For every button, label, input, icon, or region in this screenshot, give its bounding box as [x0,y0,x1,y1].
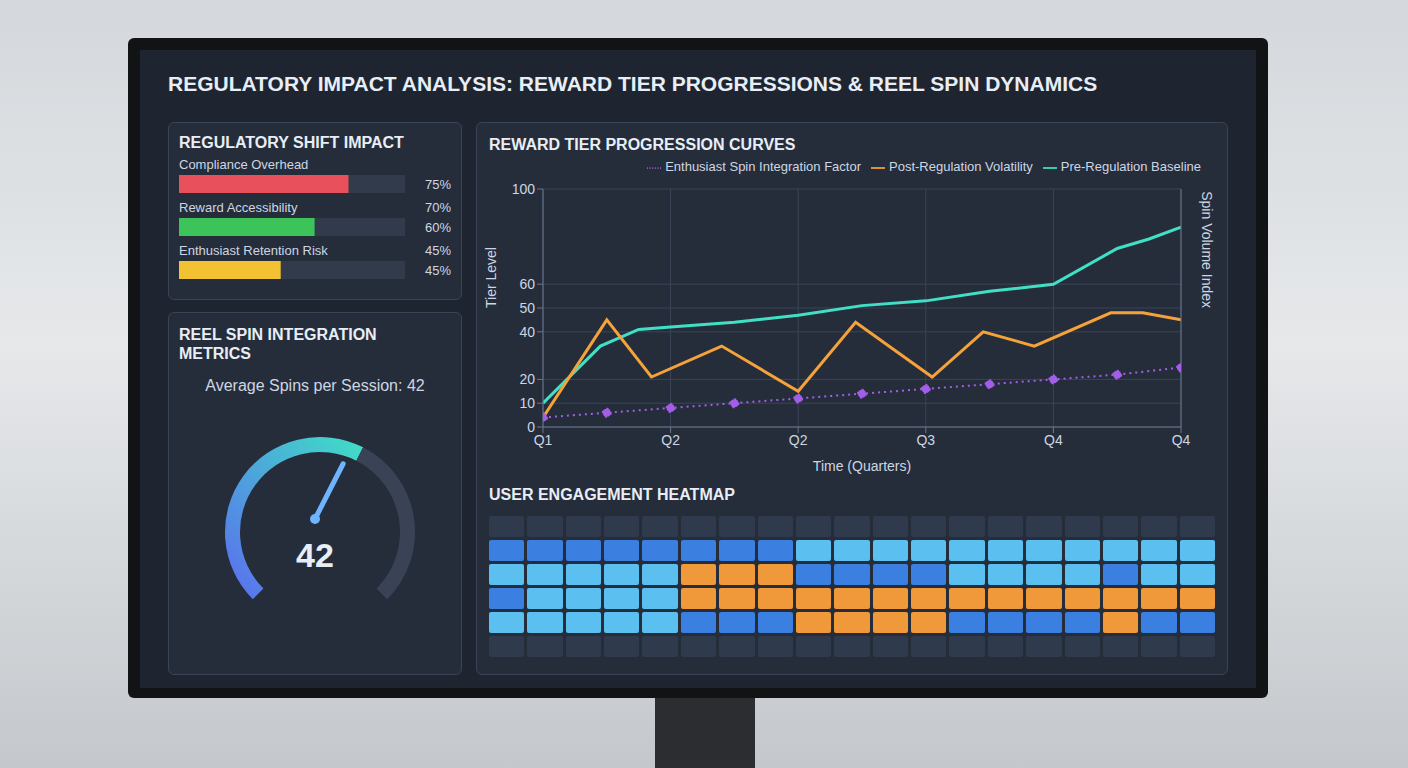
svg-text:Spin Volume Index: Spin Volume Index [1199,191,1215,308]
svg-text:100: 100 [512,181,536,197]
svg-text:Q2: Q2 [789,432,808,448]
html-text:60%: 60% [425,219,451,235]
svg-text:Q1: Q1 [534,432,553,448]
html-text:Post-Regulation Volatility: Post-Regulation Volatility [889,159,1033,174]
svg-text:50: 50 [519,300,535,316]
html-text:REGULATORY IMPACT ANALYSIS: RE: REGULATORY IMPACT ANALYSIS: REWARD TIER … [168,72,1098,95]
svg-text:Q2: Q2 [661,432,680,448]
svg-text:60: 60 [519,276,535,292]
svg-text:Tier Level: Tier Level [483,247,499,308]
html-text:Compliance Overhead: Compliance Overhead [179,157,309,172]
html-text:USER ENGAGEMENT HEATMAP: USER ENGAGEMENT HEATMAP [489,486,735,503]
svg-text:10: 10 [519,395,535,411]
html-text:75%: 75% [425,176,451,192]
svg-text:Q4: Q4 [1044,432,1063,448]
svg-text:40: 40 [519,324,535,340]
html-text:REWARD TIER PROGRESSION CURVES: REWARD TIER PROGRESSION CURVES [489,136,796,153]
svg-text:Time (Quarters): Time (Quarters) [813,458,911,474]
html-text:45%: 45% [425,243,451,258]
html-text:Reward Accessibility: Reward Accessibility [179,200,298,215]
html-text:70%: 70% [425,200,451,215]
html-text:Enthusiast Retention Risk: Enthusiast Retention Risk [179,243,328,258]
html-text:45%: 45% [425,262,451,278]
svg-text:42: 42 [296,536,334,574]
svg-text:0: 0 [527,419,535,435]
html-text:Average Spins per Session: 42: Average Spins per Session: 42 [205,377,425,394]
html-text:REGULATORY SHIFT IMPACT: REGULATORY SHIFT IMPACT [179,134,404,151]
html-text:REEL SPIN INTEGRATION METRICS: REEL SPIN INTEGRATION METRICS [179,326,377,362]
svg-text:Q3: Q3 [916,432,935,448]
svg-text:20: 20 [519,371,535,387]
svg-text:Q4: Q4 [1172,432,1191,448]
html-text:Enthusiast Spin Integration Fa: Enthusiast Spin Integration Factor [665,159,861,174]
html-text:Pre-Regulation Baseline: Pre-Regulation Baseline [1060,159,1201,174]
